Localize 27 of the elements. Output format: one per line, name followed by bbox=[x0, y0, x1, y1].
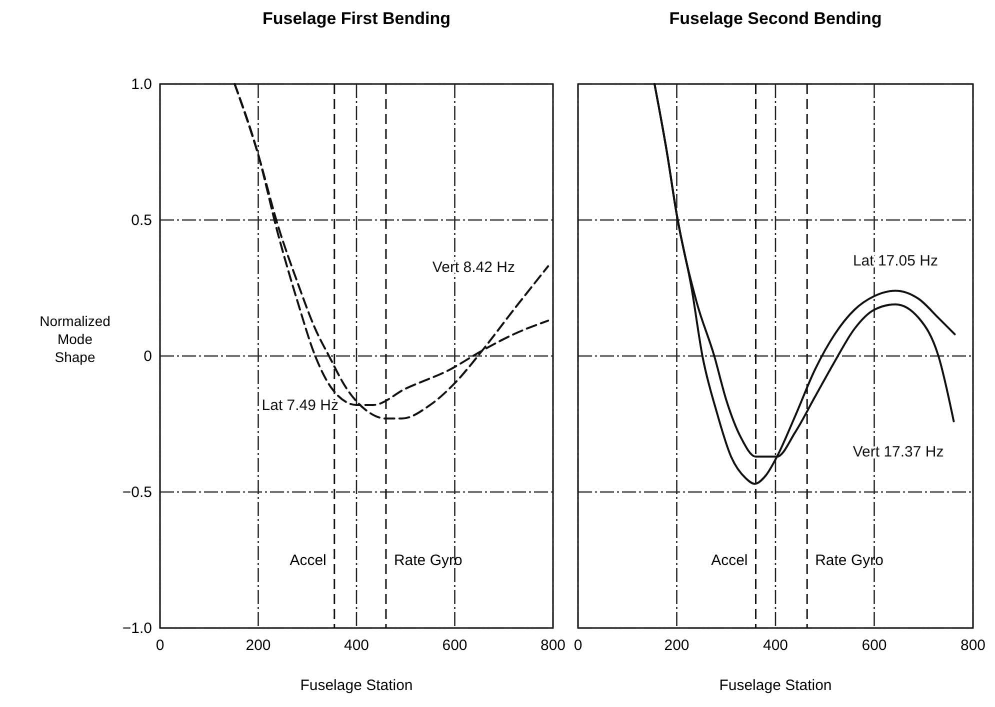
series-label: Lat 17.05 Hz bbox=[852, 252, 938, 270]
x-tick-label: 800 bbox=[540, 637, 566, 654]
x-tick-label: 400 bbox=[762, 637, 788, 654]
y-tick-label: 1.0 bbox=[131, 76, 152, 93]
y-tick-label: −1.0 bbox=[122, 620, 152, 637]
x-axis-title: Fuselage Station bbox=[300, 677, 413, 694]
x-tick-label: 600 bbox=[442, 637, 468, 654]
x-tick-label: 0 bbox=[156, 637, 164, 654]
ref-line-label: Accel bbox=[711, 552, 748, 569]
x-tick-label: 600 bbox=[862, 637, 887, 654]
y-tick-label: 0.5 bbox=[131, 212, 152, 229]
series-label: Lat 7.49 Hz bbox=[262, 396, 338, 414]
x-tick-label: 800 bbox=[960, 637, 986, 654]
chart-title: Fuselage Second Bending bbox=[669, 9, 882, 28]
ref-line-label: Rate Gyro bbox=[815, 552, 884, 569]
x-tick-label: 200 bbox=[246, 637, 271, 654]
ref-line-label: Accel bbox=[290, 552, 326, 569]
x-tick-label: 0 bbox=[574, 637, 582, 654]
y-tick-label: −0.5 bbox=[122, 484, 152, 501]
x-axis-title: Fuselage Station bbox=[719, 677, 832, 694]
x-tick-label: 400 bbox=[344, 637, 370, 654]
y-tick-label: 0 bbox=[144, 348, 152, 365]
series-label: Vert 17.37 Hz bbox=[852, 443, 944, 460]
x-tick-label: 200 bbox=[664, 637, 690, 654]
ref-line-label: Rate Gyro bbox=[394, 552, 462, 569]
chart-title: Fuselage First Bending bbox=[262, 9, 450, 28]
y-axis-title: Normalized Mode Shape bbox=[40, 313, 110, 365]
